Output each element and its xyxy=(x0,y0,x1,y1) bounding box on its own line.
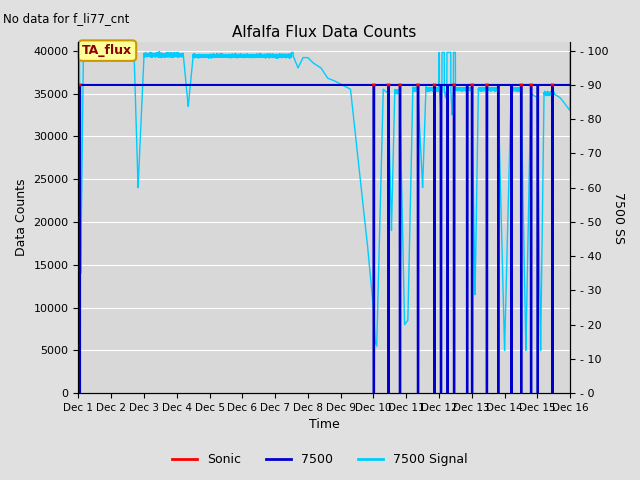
Y-axis label: 7500 SS: 7500 SS xyxy=(612,192,625,244)
Y-axis label: Data Counts: Data Counts xyxy=(15,179,28,256)
Text: TA_flux: TA_flux xyxy=(83,44,132,57)
X-axis label: Time: Time xyxy=(309,419,340,432)
Title: Alfalfa Flux Data Counts: Alfalfa Flux Data Counts xyxy=(232,24,417,39)
Legend: Sonic, 7500, 7500 Signal: Sonic, 7500, 7500 Signal xyxy=(167,448,473,471)
Text: No data for f_li77_cnt: No data for f_li77_cnt xyxy=(3,12,129,25)
